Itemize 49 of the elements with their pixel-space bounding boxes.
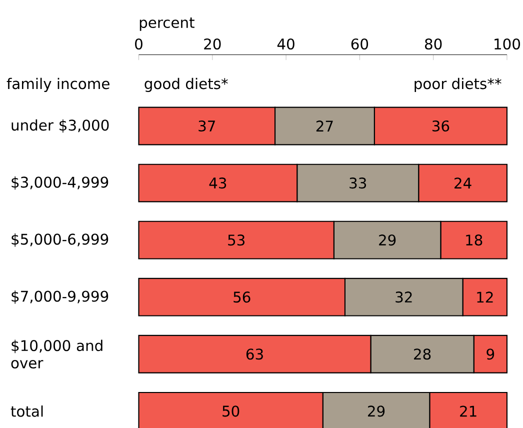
data-label: 24: [454, 177, 472, 188]
data-label: 28: [414, 348, 431, 360]
bar: [138, 334, 372, 374]
data-label: 9: [486, 348, 494, 360]
bar: [296, 164, 420, 202]
y-tick-label: $3,000-4,999: [12, 176, 108, 190]
bar: [138, 164, 298, 202]
bar: [344, 278, 464, 316]
y-tick-label: under $3,000: [12, 119, 109, 133]
x-tick-label: 100: [494, 38, 520, 50]
data-label: 33: [350, 177, 366, 188]
data-label: 56: [234, 291, 250, 303]
x-tick-label: 20: [204, 38, 221, 50]
y-axis-title: family income: [6, 78, 110, 92]
data-label: 29: [368, 405, 385, 417]
bar: [473, 334, 508, 374]
x-tick-label: 0: [135, 38, 142, 50]
bar: [138, 106, 276, 146]
bar: [333, 220, 442, 260]
x-tick-label: 80: [425, 38, 442, 50]
data-label: 32: [396, 291, 412, 303]
data-label: 21: [460, 406, 476, 416]
bar: [274, 106, 375, 146]
bar: [370, 334, 474, 374]
bar: [462, 278, 508, 316]
bar: [138, 220, 334, 260]
data-label: 43: [209, 177, 226, 188]
data-label: 50: [222, 405, 240, 417]
data-label: 37: [198, 120, 215, 132]
y-tick-label: $7,000-9,999: [12, 290, 108, 304]
x-tick-label: 60: [351, 38, 368, 50]
y-tick-label: $5,000-6,999: [12, 233, 108, 247]
data-label: 29: [379, 234, 396, 246]
y-tick-label: $10,000 and over: [11, 340, 102, 368]
bar: [418, 164, 508, 202]
series-label: good diets*: [144, 78, 228, 92]
data-label: 36: [432, 120, 450, 132]
y-tick-label: total: [10, 405, 43, 417]
bar: [374, 106, 508, 146]
x-tick-label: 40: [277, 38, 294, 50]
series-label: poor diets**: [414, 78, 502, 92]
data-label: 18: [466, 234, 482, 246]
data-label: 27: [316, 120, 333, 132]
bar: [440, 220, 508, 260]
data-label: 12: [477, 292, 493, 302]
x-axis-title: percent: [140, 17, 194, 31]
data-label: 63: [246, 348, 263, 360]
bar: [138, 278, 346, 316]
data-label: 53: [228, 234, 244, 246]
